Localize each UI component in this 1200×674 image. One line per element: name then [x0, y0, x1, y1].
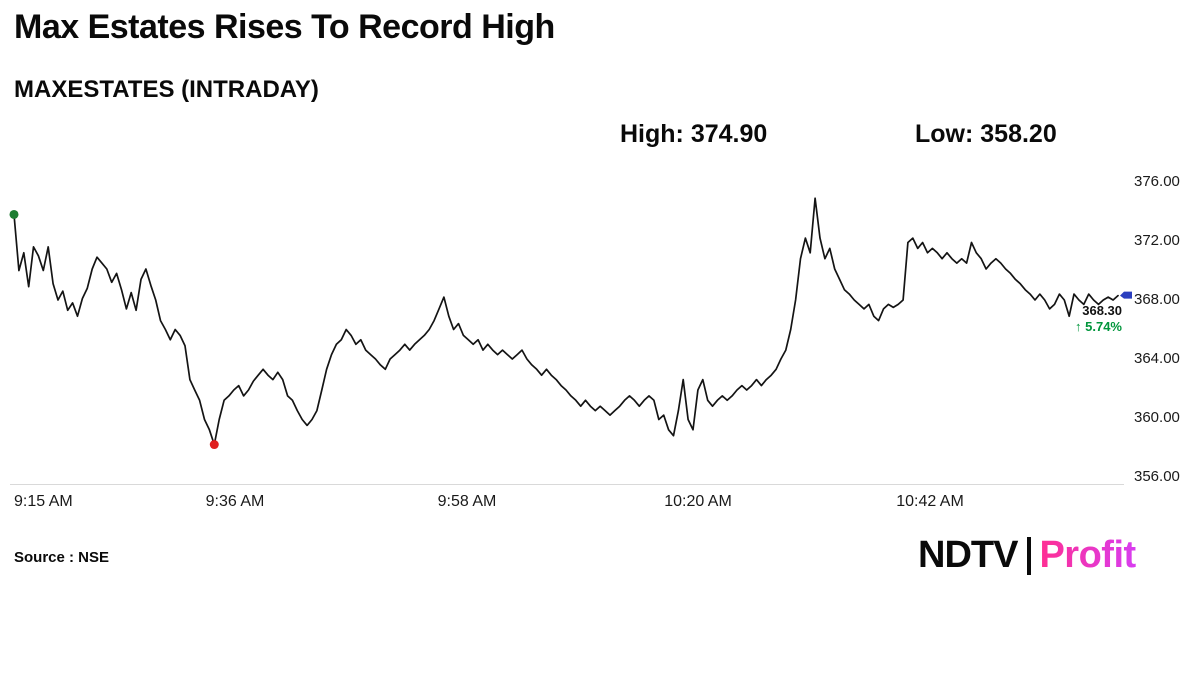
- y-axis-label: 376.00: [1134, 173, 1180, 190]
- y-axis-label: 360.00: [1134, 409, 1180, 426]
- y-axis-label: 364.00: [1134, 350, 1180, 367]
- profit-logo-text: Profit: [1039, 534, 1136, 576]
- price-line: [13, 197, 1119, 446]
- page-title: Max Estates Rises To Record High: [14, 8, 555, 46]
- x-axis-label: 9:36 AM: [205, 493, 265, 510]
- session-start-marker: [9, 209, 19, 219]
- session-low-marker: [209, 440, 219, 450]
- ndtv-profit-logo: NDTV Profit: [918, 534, 1136, 577]
- y-axis-label: 368.00: [1134, 291, 1180, 308]
- last-price-label: 368.30: [1082, 303, 1122, 318]
- source-attribution: Source : NSE: [14, 549, 110, 566]
- y-axis-label: 356.00: [1134, 468, 1180, 485]
- ndtv-logo-text: NDTV: [918, 534, 1018, 576]
- last-quote-block: 368.30 ↑ 5.74%: [1000, 303, 1122, 335]
- logo-divider: [1027, 536, 1032, 575]
- x-axis-label: 9:15 AM: [14, 493, 73, 510]
- high-value-label: High: 374.90: [620, 120, 768, 148]
- last-price-marker: [1120, 291, 1132, 299]
- low-value-label: Low: 358.20: [915, 120, 1057, 148]
- percent-change-label: ↑ 5.74%: [1075, 319, 1122, 334]
- x-axis-label: 9:58 AM: [437, 493, 497, 510]
- x-axis-label: 10:42 AM: [896, 493, 964, 510]
- y-axis-label: 372.00: [1134, 232, 1180, 249]
- symbol-subtitle: MAXESTATES (INTRADAY): [14, 76, 319, 103]
- x-axis-label: 10:20 AM: [664, 493, 732, 510]
- x-axis-line: [10, 484, 1124, 485]
